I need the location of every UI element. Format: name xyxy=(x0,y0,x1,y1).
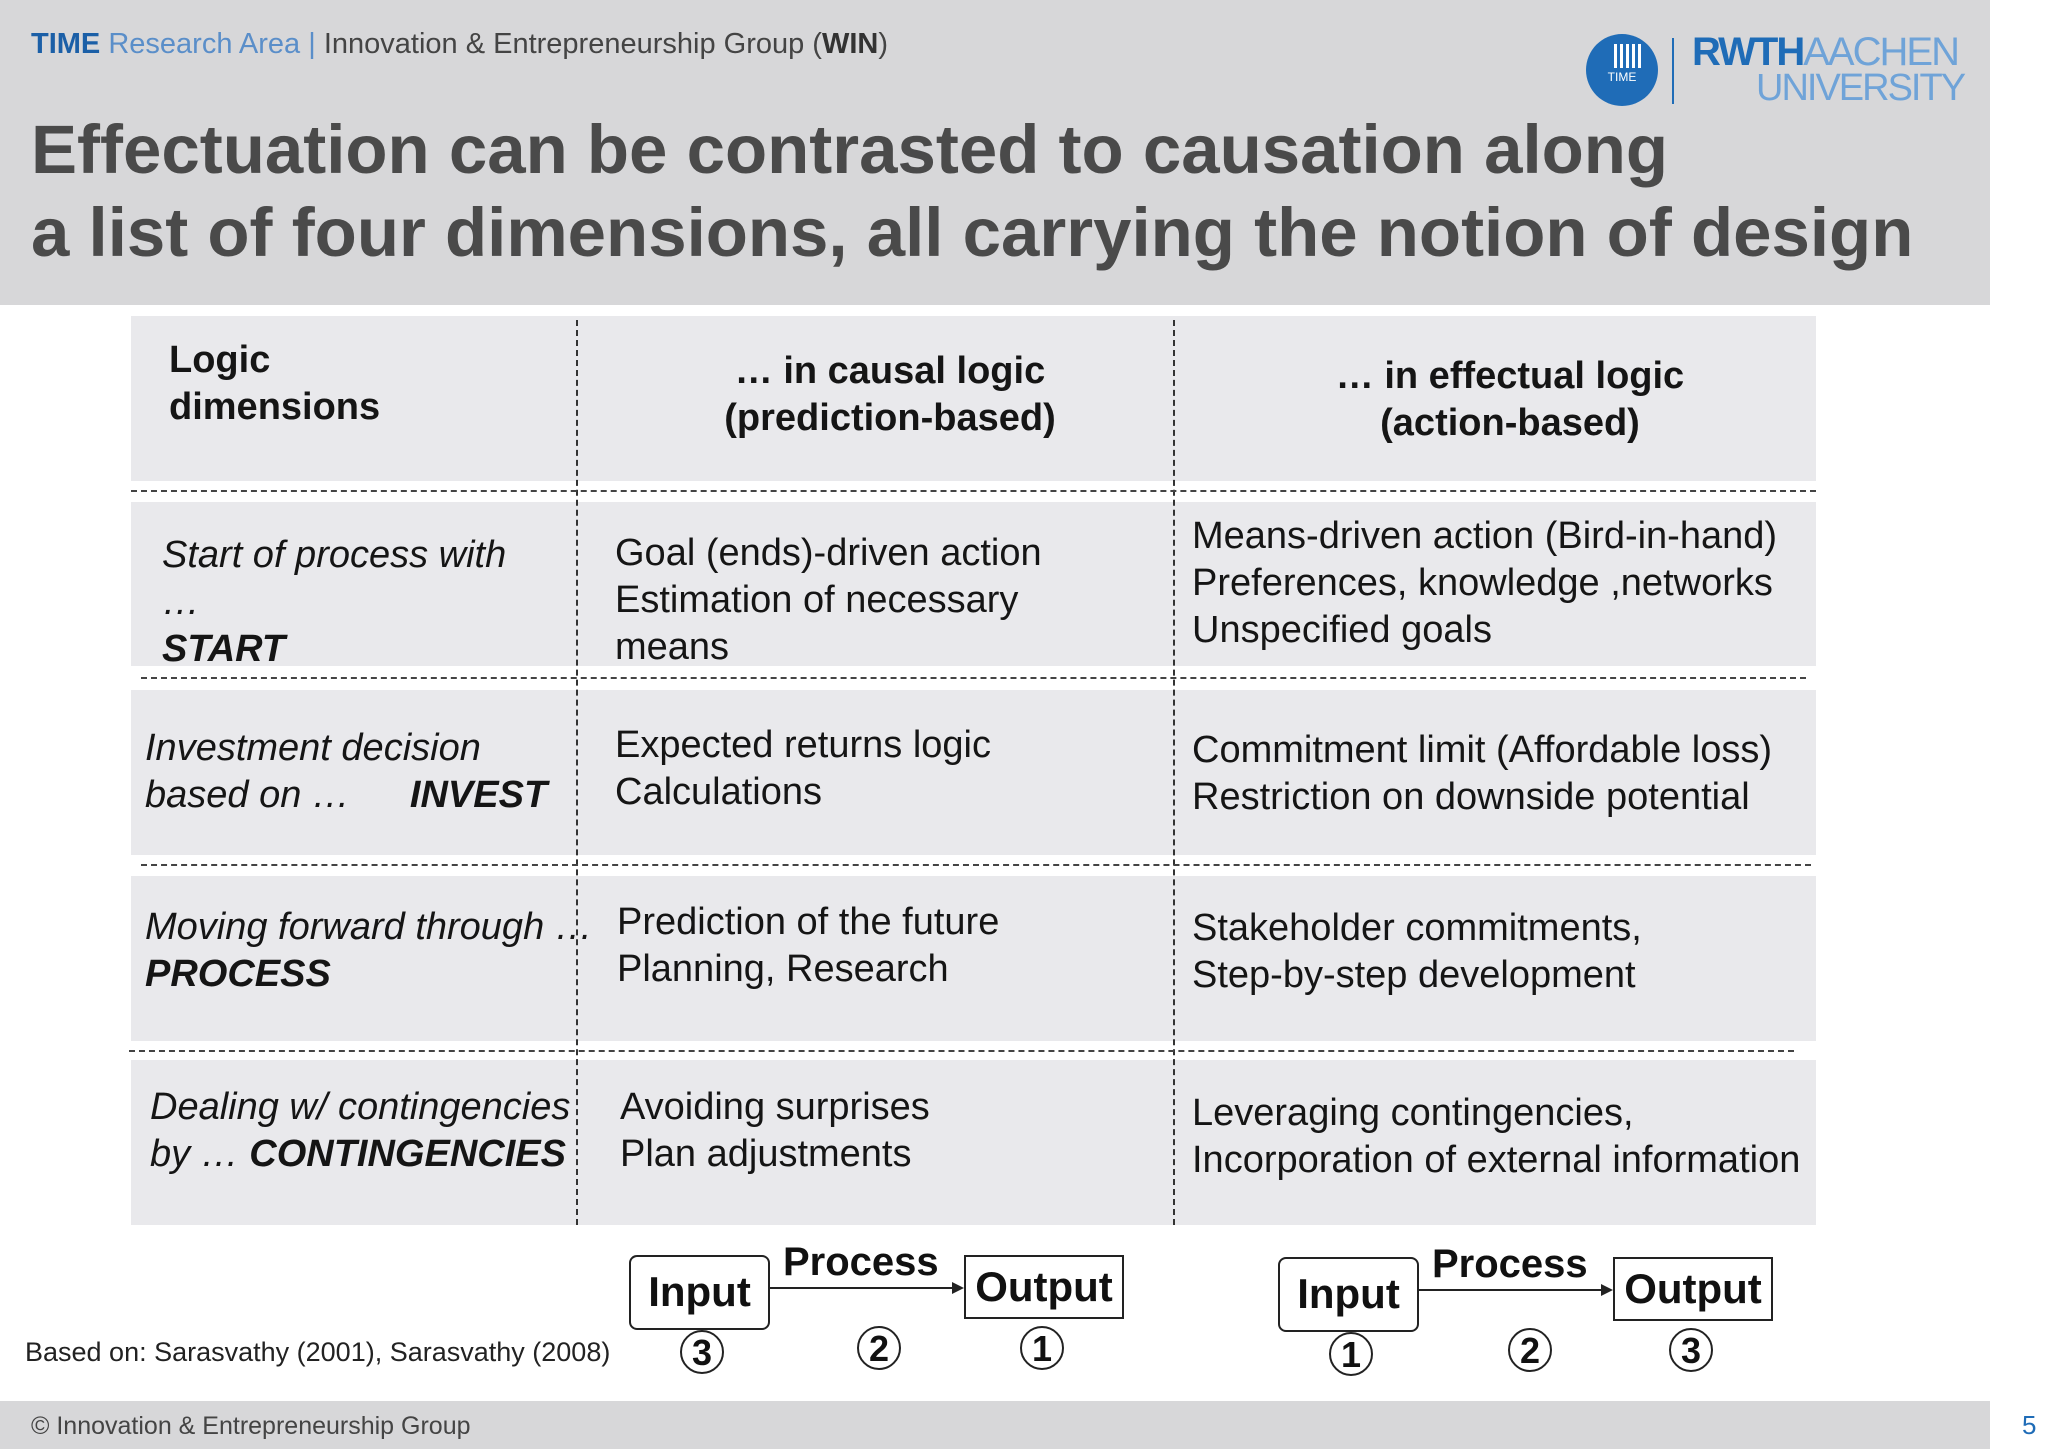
footer-copyright: © Innovation & Entrepreneurship Group xyxy=(31,1412,471,1440)
row-divider-4 xyxy=(129,1050,1794,1052)
row-divider-2 xyxy=(141,677,1806,679)
row-invest-effectual-line2: Restriction on downside potential xyxy=(1192,776,1750,818)
header-band: TIME Research Area | Innovation & Entrep… xyxy=(0,0,1990,305)
rwth-logo-aachen: AACHEN xyxy=(1803,30,1960,74)
causal-order-output: 1 xyxy=(1020,1326,1064,1370)
page-title: Effectuation can be contrasted to causat… xyxy=(31,108,1913,274)
row-divider-1 xyxy=(131,490,1816,492)
row-process-effectual: Stakeholder commitments, Step-by-step de… xyxy=(1192,905,1642,999)
row-start-effectual-line1: Means-driven action (Bird-in-hand) xyxy=(1192,515,1778,557)
rwth-logo-wordmark: RWTHAACHEN xyxy=(1692,30,1960,74)
title-line-1: Effectuation can be contrasted to causat… xyxy=(31,111,1669,188)
causal-order-process: 2 xyxy=(857,1326,901,1370)
row-start-effectual-line2: Preferences, knowledge ,networks xyxy=(1192,562,1773,604)
effectual-order-output: 3 xyxy=(1669,1328,1713,1372)
header-causal-line1: … in causal logic xyxy=(734,350,1046,392)
header-logic-line1: Logic xyxy=(169,339,271,381)
row-start-causal-line2: Estimation of necessary xyxy=(615,579,1019,621)
effectual-input-box: Input xyxy=(1278,1257,1419,1332)
effectual-order-process: 2 xyxy=(1508,1328,1552,1372)
title-line-2: a list of four dimensions, all carrying … xyxy=(31,194,1914,271)
header-logic-line2: dimensions xyxy=(169,386,381,428)
column-divider-1 xyxy=(576,320,578,1225)
row-process-dim-line1: Moving forward through … xyxy=(145,906,593,948)
footer-band: © Innovation & Entrepreneurship Group xyxy=(0,1401,1990,1449)
header-effectual-line2: (action-based) xyxy=(1380,402,1640,444)
org-close: ) xyxy=(878,28,889,60)
row-contingencies-causal-line2: Plan adjustments xyxy=(620,1133,912,1175)
org-line: TIME Research Area | Innovation & Entrep… xyxy=(31,28,888,61)
row-contingencies-dimension: Dealing w/ contingencies by … CONTINGENC… xyxy=(150,1084,570,1178)
row-contingencies-causal: Avoiding surprises Plan adjustments xyxy=(620,1084,930,1178)
row-invest-dim-line1: Investment decision xyxy=(145,727,481,769)
row-invest-dim-key: INVEST xyxy=(409,774,548,816)
effectual-arrow-icon xyxy=(1419,1284,1613,1296)
header-effectual-line1: … in effectual logic xyxy=(1335,355,1685,397)
row-start-effectual: Means-driven action (Bird-in-hand) Prefe… xyxy=(1192,513,1777,654)
row-contingencies-dim-key: CONTINGENCIES xyxy=(249,1133,566,1175)
org-area: Research Area | xyxy=(108,28,316,60)
row-contingencies-causal-line1: Avoiding surprises xyxy=(620,1086,930,1128)
column-divider-2 xyxy=(1173,320,1175,1225)
row-contingencies-band xyxy=(131,1060,1816,1225)
row-contingencies-dim-line2: by … xyxy=(150,1133,239,1175)
row-start-causal: Goal (ends)-driven action Estimation of … xyxy=(615,530,1042,671)
row-invest-effectual: Commitment limit (Affordable loss) Restr… xyxy=(1192,727,1772,821)
row-start-causal-line3: means xyxy=(615,626,730,668)
rwth-time-logo: TIME RWTHAACHEN UNIVERSITY xyxy=(1586,32,1966,114)
causal-input-box: Input xyxy=(629,1255,770,1330)
effectual-order-input: 1 xyxy=(1329,1332,1373,1376)
rwth-logo-rwth: RWTH xyxy=(1692,30,1805,74)
effectual-process-label: Process xyxy=(1432,1242,1588,1286)
header-effectual-logic: … in effectual logic (action-based) xyxy=(1210,353,1810,447)
row-process-causal-line1: Prediction of the future xyxy=(617,901,1000,943)
org-group: Innovation & Entrepreneurship Group ( xyxy=(323,28,822,60)
effectual-output-box: Output xyxy=(1613,1257,1773,1321)
causal-arrow-icon xyxy=(770,1282,964,1294)
row-start-dim-key: START xyxy=(162,628,286,670)
time-logo-icon: TIME xyxy=(1586,34,1658,106)
page-number: 5 xyxy=(2022,1410,2037,1440)
rwth-logo-university: UNIVERSITY xyxy=(1756,67,1966,109)
row-divider-3 xyxy=(141,864,1811,866)
causal-process-label: Process xyxy=(783,1240,939,1284)
row-process-dim-key: PROCESS xyxy=(145,953,331,995)
header-causal-line2: (prediction-based) xyxy=(724,397,1056,439)
row-start-causal-line1: Goal (ends)-driven action xyxy=(615,532,1042,574)
row-start-effectual-line3: Unspecified goals xyxy=(1192,609,1492,651)
row-start-dim-line1: Start of process with xyxy=(162,534,507,576)
row-process-causal-line2: Planning, Research xyxy=(617,948,949,990)
row-contingencies-effectual-line2: Incorporation of external information xyxy=(1192,1139,1801,1181)
row-invest-causal-line2: Calculations xyxy=(615,771,822,813)
row-contingencies-effectual: Leveraging contingencies, Incorporation … xyxy=(1192,1090,1800,1184)
org-win: WIN xyxy=(821,28,879,60)
row-invest-dimension: Investment decision based on … INVEST xyxy=(145,725,547,819)
logo-divider xyxy=(1672,38,1674,104)
row-invest-dim-line2: based on … xyxy=(145,774,350,816)
row-start-dimension: Start of process with … START xyxy=(162,532,506,673)
causal-order-input: 3 xyxy=(680,1330,724,1374)
org-time: TIME xyxy=(31,28,101,60)
row-invest-band xyxy=(131,690,1816,855)
row-contingencies-dim-line1: Dealing w/ contingencies xyxy=(150,1086,571,1128)
row-process-band xyxy=(131,876,1816,1041)
causal-output-box: Output xyxy=(964,1255,1124,1319)
row-contingencies-effectual-line1: Leveraging contingencies, xyxy=(1192,1092,1634,1134)
row-process-effectual-line2: Step-by-step development xyxy=(1192,954,1636,996)
source-citation: Based on: Sarasvathy (2001), Sarasvathy … xyxy=(25,1337,611,1367)
row-invest-effectual-line1: Commitment limit (Affordable loss) xyxy=(1192,729,1773,771)
header-logic-dimensions: Logic dimensions xyxy=(169,337,380,431)
time-logo-text: TIME xyxy=(1607,70,1637,84)
header-causal-logic: … in causal logic (prediction-based) xyxy=(600,348,1180,442)
row-start-dim-line2: … xyxy=(162,581,200,623)
row-start-band xyxy=(131,502,1816,666)
row-process-causal: Prediction of the future Planning, Resea… xyxy=(617,899,999,993)
row-process-effectual-line1: Stakeholder commitments, xyxy=(1192,907,1642,949)
row-process-dimension: Moving forward through … PROCESS xyxy=(145,904,593,998)
header-row-band xyxy=(131,316,1816,481)
time-logo-bars xyxy=(1614,44,1644,68)
row-invest-causal-line1: Expected returns logic xyxy=(615,724,991,766)
row-invest-causal: Expected returns logic Calculations xyxy=(615,722,991,816)
